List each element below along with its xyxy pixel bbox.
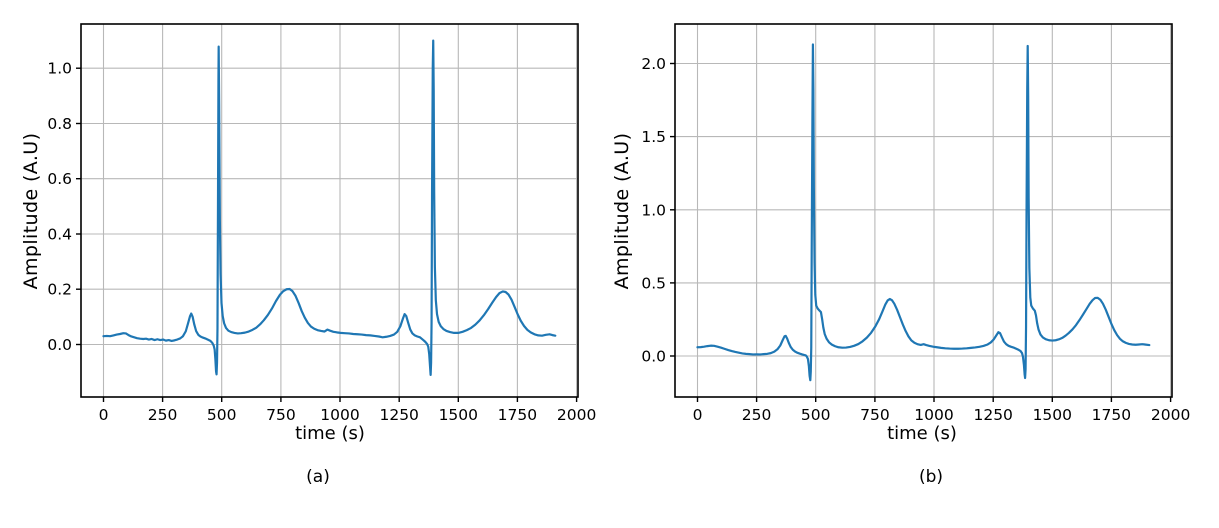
subfigure-a-caption: (a) [306,467,330,487]
y-tick-label: 0.4 [47,226,72,244]
y-tick-label: 0.8 [47,115,72,133]
x-tick-label: 1750 [498,406,537,424]
x-tick-label: 250 [148,406,178,424]
x-tick-label: 500 [801,406,831,424]
plot-b-canvas: 0 250 500 750 1000 1250 1500 1750 2000 0.0 0.5 1.0 1… [641,23,1190,424]
subfigure-b-caption: (b) [918,467,944,487]
y-tick-label: 0.5 [641,274,666,292]
x-axis-label-b: time (s) [887,423,957,444]
y-tick-label: 0.0 [47,336,72,354]
plot-a-canvas: 0 250 500 750 1000 1250 1500 1750 2000 0.0 0.2 0.4 0… [47,23,596,424]
y-tick-label: 0.2 [47,281,72,299]
axes-spines [674,23,1173,398]
x-tick-label: 1250 [379,406,418,424]
y-tick-label: 1.5 [641,128,666,146]
x-axis-label-a: time (s) [295,423,365,444]
x-tick-label: 0 [99,406,109,424]
x-tick-label: 1250 [973,406,1012,424]
signal-line [102,39,557,376]
x-tick-label: 750 [266,406,296,424]
y-axis-label-a: Amplitude (A.U) [20,132,42,290]
x-tick-label: 1750 [1092,406,1131,424]
signal-line [696,43,1151,382]
x-tick-label: 500 [207,406,237,424]
x-tick-label: 750 [860,406,890,424]
y-tick-label: 0.0 [641,348,666,366]
x-tick-label: 1000 [320,406,359,424]
x-tick-label: 2000 [1151,406,1190,424]
subfigure-a: 0 250 500 750 1000 1250 1500 1750 2000 0.0 0.2 0.4 0… [0,0,609,528]
x-tick-label: 0 [693,406,703,424]
x-tick-label: 250 [742,406,772,424]
subfigure-b: 0 250 500 750 1000 1250 1500 1750 2000 0.0 0.5 1.0 1… [609,0,1219,528]
x-tick-label: 1500 [439,406,478,424]
y-tick-label: 0.6 [47,170,72,188]
axes-spines [80,23,579,398]
y-tick-label: 1.0 [641,201,666,219]
x-tick-label: 2000 [557,406,596,424]
x-tick-label: 1500 [1033,406,1072,424]
y-axis-label-b: Amplitude (A.U) [611,132,633,290]
y-tick-label: 2.0 [641,55,666,73]
y-tick-label: 1.0 [47,60,72,78]
x-tick-label: 1000 [914,406,953,424]
